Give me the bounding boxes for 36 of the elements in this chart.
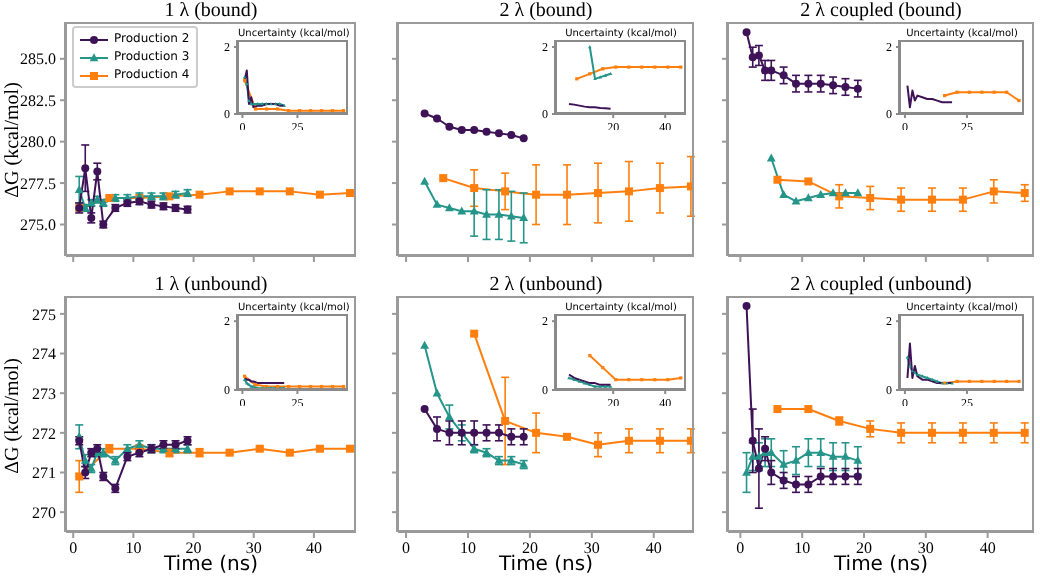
x-tick-label: 10 xyxy=(459,539,476,558)
x-tick-label: 10 xyxy=(125,539,142,558)
x-axis-title: Time (ns) xyxy=(831,554,930,578)
y-tick-label: 285.0 xyxy=(20,50,56,69)
x-tick-label: 40 xyxy=(645,539,662,558)
y-tick-label: 274 xyxy=(32,345,56,364)
x-tick-label: 40 xyxy=(305,539,322,558)
y-tick-label: 280.0 xyxy=(20,133,56,152)
chart-title: 2 λ coupled (unbound) xyxy=(788,274,974,296)
y-tick-label: 282.5 xyxy=(20,91,56,110)
y-tick-label: 275 xyxy=(32,305,56,324)
y-tick-label: 275.0 xyxy=(20,216,56,235)
x-tick-label: 30 xyxy=(245,539,262,558)
chart-title: 1 λ (bound) xyxy=(162,0,260,22)
chart-title: 2 λ coupled (bound) xyxy=(798,0,964,22)
chart-title: 2 λ (bound) xyxy=(497,0,595,22)
x-tick-label: 40 xyxy=(979,539,996,558)
x-tick-label: 10 xyxy=(794,539,811,558)
x-axis-title: Time (ns) xyxy=(161,554,260,578)
x-tick-label: 0 xyxy=(736,539,745,558)
y-tick-label: 277.5 xyxy=(20,174,56,193)
x-tick-label: 30 xyxy=(583,539,600,558)
chart-title: 2 λ (unbound) xyxy=(487,274,605,296)
y-tick-label: 273 xyxy=(32,384,56,403)
x-tick-label: 20 xyxy=(185,539,202,558)
chart-title: 1 λ (unbound) xyxy=(152,274,270,296)
x-tick-label: 30 xyxy=(917,539,934,558)
y-tick-label: 272 xyxy=(32,424,56,443)
y-tick-label: 270 xyxy=(32,503,56,522)
y-axis-title: ΔG (kcal/mol) xyxy=(2,355,26,477)
x-tick-label: 20 xyxy=(856,539,872,558)
y-tick-label: 271 xyxy=(32,464,56,483)
x-tick-label: 0 xyxy=(402,539,411,558)
x-axis-title: Time (ns) xyxy=(496,554,595,578)
x-tick-label: 20 xyxy=(521,539,538,558)
x-tick-label: 0 xyxy=(69,539,78,558)
